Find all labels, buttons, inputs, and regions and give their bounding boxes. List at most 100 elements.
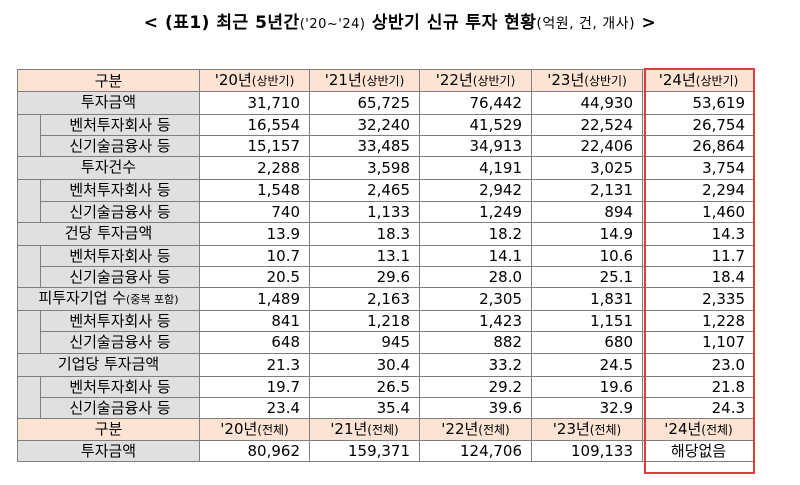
value-cell: 65,725 (309, 91, 421, 115)
value-cell: 2,288 (199, 156, 311, 181)
header-year-note: (전체) (701, 422, 733, 437)
table-title: < (표1) 최근 5년간('20~'24) 상반기 신규 투자 현황(억원, … (0, 8, 800, 33)
table-row: 건당 투자금액 13.9 18.3 18.2 14.9 14.3 (16, 221, 756, 246)
table-row: 기업당 투자금액 21.3 30.4 33.2 24.5 23.0 (16, 352, 756, 377)
header-year-note: (상반기) (695, 74, 739, 88)
value-cell: 740 (199, 200, 311, 223)
subcategory-label: 벤처투자회사 등 (39, 179, 201, 202)
table-row: 피투자기업 수(중복 포함) 1,489 2,163 2,305 1,831 2,335 (16, 287, 756, 312)
subcategory-label: 신기술금융사 등 (39, 396, 201, 419)
indent-cell (17, 179, 41, 202)
value-cell: 32.9 (531, 396, 644, 419)
value-cell: 2,305 (419, 287, 533, 312)
value-cell: 159,371 (309, 439, 421, 463)
value-cell: 20.5 (199, 265, 311, 289)
header-year: '21년 (330, 419, 368, 438)
header-year-cell: '22년(전체) (419, 417, 533, 441)
value-cell: 24.3 (642, 396, 756, 419)
indent-cell (17, 114, 41, 136)
table-row: 신기술금융사 등 740 1,133 1,249 894 1,460 (17, 200, 756, 223)
table-row: 신기술금융사 등 23.4 35.4 39.6 32.9 24.3 (17, 396, 756, 419)
value-cell: 29.2 (419, 375, 533, 398)
value-cell: 124,706 (419, 439, 533, 463)
subcategory-label: 벤처투자회사 등 (39, 375, 201, 398)
subcategory-label: 벤처투자회사 등 (39, 113, 201, 137)
value-cell: 4,191 (419, 156, 533, 181)
category-label-text: 건당 투자금액 (64, 223, 153, 242)
indent-cell (17, 397, 41, 419)
indent-cell (17, 201, 41, 223)
header-year: '24년 (658, 71, 696, 89)
table-row: 벤처투자회사 등 19.7 26.5 29.2 19.6 21.8 (17, 375, 756, 398)
table-row: 벤처투자회사 등 1,548 2,465 2,942 2,131 2,294 (17, 179, 756, 202)
value-cell: 882 (419, 331, 533, 354)
value-cell: 26.5 (309, 375, 421, 398)
header-year-cell: '20년(전체) (199, 417, 311, 441)
category-label: 투자건수 (16, 156, 201, 181)
value-cell: 1,228 (642, 310, 756, 333)
value-cell: 11.7 (642, 244, 756, 267)
header-year-cell: '24년(상반기) (642, 69, 756, 92)
header-year: '24년 (664, 419, 702, 438)
header-year-cell: '22년(상반기) (419, 69, 533, 92)
value-cell: 76,442 (419, 91, 533, 115)
value-cell: 33,485 (309, 135, 421, 158)
value-cell: 18.2 (419, 221, 533, 246)
value-cell: 2,131 (531, 179, 644, 202)
value-cell: 680 (531, 331, 644, 354)
value-cell: 2,294 (642, 179, 756, 202)
footer-row: 투자금액 80,962 159,371 124,706 109,133 해당없음 (16, 439, 756, 463)
value-cell: 30.4 (309, 352, 421, 377)
value-cell: 22,406 (531, 135, 644, 158)
value-cell: 13.1 (309, 244, 421, 267)
header-year: '21년 (324, 71, 362, 89)
value-cell: 10.7 (199, 244, 311, 267)
value-cell: 23.4 (199, 396, 311, 419)
header-year-note: (전체) (367, 422, 399, 437)
value-cell: 1,218 (309, 310, 421, 333)
category-label-text: 투자건수 (80, 158, 137, 177)
table-row: 투자금액 31,710 65,725 76,442 44,930 53,619 (16, 91, 756, 115)
header-year-note: (상반기) (584, 74, 627, 88)
value-cell: 945 (309, 331, 421, 354)
table-row: 벤처투자회사 등 841 1,218 1,423 1,151 1,228 (17, 310, 756, 333)
header-row: 구분 '20년(상반기) '21년(상반기) '22년(상반기) '23년(상반기) '2… (16, 69, 756, 92)
value-cell: 1,460 (642, 200, 756, 223)
value-cell: 해당없음 (642, 439, 756, 463)
value-cell: 14.1 (419, 244, 533, 267)
value-cell: 1,831 (531, 287, 644, 312)
value-cell: 3,025 (531, 156, 644, 181)
value-cell: 39.6 (419, 396, 533, 419)
header-year-cell: '24년(전체) (642, 417, 756, 441)
header-row: 구분 '20년(전체) '21년(전체) '22년(전체) '23년(전체) '24년(전… (16, 417, 756, 441)
header-year-note: (상반기) (472, 74, 516, 88)
header-year-cell: '21년(상반기) (309, 69, 421, 92)
value-cell: 19.7 (199, 375, 311, 398)
indent-cell (17, 245, 41, 267)
subcategory-label: 벤처투자회사 등 (39, 244, 201, 267)
header-year: '23년 (552, 419, 590, 438)
subcategory-label: 신기술금융사 등 (39, 331, 201, 354)
footer-label: 투자금액 (16, 439, 201, 463)
category-label-text: 피투자기업 수 (38, 289, 127, 308)
table-body: 구분 '20년(상반기) '21년(상반기) '22년(상반기) '23년(상반기) '2… (16, 69, 756, 463)
value-cell: 29.6 (309, 265, 421, 289)
title-unit: (억원, 건, 개사) (536, 16, 636, 32)
value-cell: 21.3 (199, 352, 311, 377)
table-row: 신기술금융사 등 20.5 29.6 28.0 25.1 18.4 (17, 265, 756, 289)
subcategory-label: 신기술금융사 등 (39, 135, 201, 158)
value-cell: 24.5 (531, 352, 644, 377)
header-year-cell: '23년(상반기) (531, 69, 644, 92)
value-cell: 18.3 (309, 221, 421, 246)
header-year-cell: '23년(전체) (531, 417, 644, 441)
value-cell: 16,554 (199, 113, 311, 137)
value-cell: 32,240 (309, 113, 421, 137)
value-cell: 25.1 (531, 265, 644, 289)
header-year: '22년 (441, 419, 479, 438)
table-row: 투자건수 2,288 3,598 4,191 3,025 3,754 (16, 156, 756, 181)
category-label-text: 투자금액 (80, 93, 137, 111)
value-cell: 33.2 (419, 352, 533, 377)
value-cell: 23.0 (642, 352, 756, 377)
title-tail: > (641, 13, 657, 33)
value-cell: 2,465 (309, 179, 421, 202)
